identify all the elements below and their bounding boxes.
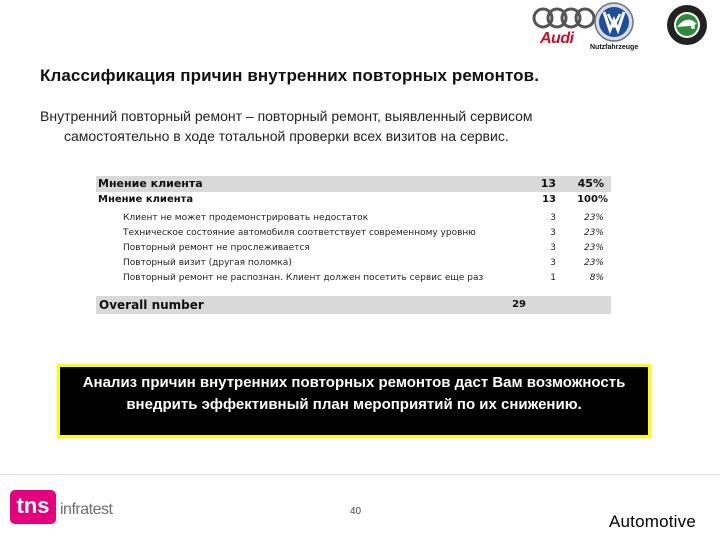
intro-line-2: самостоятельно в ходе тотальной проверки…	[64, 128, 509, 144]
table-row: Повторный ремонт не прослеживается 3 23%	[96, 242, 611, 257]
skoda-logo	[667, 5, 707, 45]
page-title: Классификация причин внутренних повторны…	[40, 66, 540, 85]
page-number: 40	[350, 506, 362, 517]
footer-divider	[0, 474, 720, 475]
row-count: 3	[550, 228, 556, 238]
reasons-table: Мнение клиента 13 45% Мнение клиента 13 …	[96, 176, 611, 314]
subheader-count: 13	[542, 194, 556, 205]
section-label: Automotive	[608, 512, 696, 531]
row-count: 3	[550, 258, 556, 268]
row-count: 3	[550, 213, 556, 223]
table-row: Клиент не может продемонстрировать недос…	[96, 212, 611, 227]
header-count: 13	[540, 177, 556, 190]
row-percent: 23%	[583, 213, 604, 223]
row-label: Повторный ремонт не прослеживается	[123, 243, 310, 253]
row-label: Клиент не может продемонстрировать недос…	[123, 213, 369, 223]
vw-logo	[594, 2, 634, 42]
row-count: 1	[550, 273, 556, 283]
table-subheader-row: Мнение клиента 13 100%	[96, 194, 611, 208]
row-label: Повторный ремонт не распознан. Клиент до…	[123, 273, 484, 283]
tns-logo-subtext: infratest	[60, 501, 113, 518]
audi-rings-logo	[532, 7, 596, 29]
audi-logo-text: Audi	[540, 30, 574, 47]
subheader-label: Мнение клиента	[98, 194, 194, 205]
header-label: Мнение клиента	[98, 177, 203, 190]
header-percent: 45%	[577, 177, 604, 190]
subheader-percent: 100%	[577, 194, 608, 205]
table-row: Техническое состояние автомобиля соответ…	[96, 227, 611, 242]
table-row: Повторный ремонт не распознан. Клиент до…	[96, 272, 611, 287]
table-row: Повторный визит (другая поломка) 3 23%	[96, 257, 611, 272]
intro-text: Внутренний повторный ремонт – повторный …	[40, 106, 630, 146]
conclusion-callout: Анализ причин внутренних повторных ремон…	[57, 364, 651, 438]
row-label: Техническое состояние автомобиля соответ…	[123, 228, 476, 238]
total-count: 29	[512, 299, 526, 310]
row-percent: 23%	[583, 228, 604, 238]
row-percent: 23%	[583, 243, 604, 253]
table-rows: Клиент не может продемонстрировать недос…	[96, 212, 611, 287]
vw-logo-text: Nutzfahrzeuge	[590, 44, 639, 51]
row-count: 3	[550, 243, 556, 253]
row-percent: 8%	[589, 273, 604, 283]
table-total-row: Overall number 29	[96, 296, 611, 314]
row-percent: 23%	[583, 258, 604, 268]
table-header-row: Мнение клиента 13 45%	[96, 176, 611, 192]
intro-line-1: Внутренний повторный ремонт – повторный …	[40, 108, 533, 124]
brand-logos: Audi Nutzfahrzeuge	[528, 2, 718, 62]
tns-logo-box: tns	[10, 490, 56, 524]
row-label: Повторный визит (другая поломка)	[123, 258, 292, 268]
total-label: Overall number	[99, 298, 204, 312]
